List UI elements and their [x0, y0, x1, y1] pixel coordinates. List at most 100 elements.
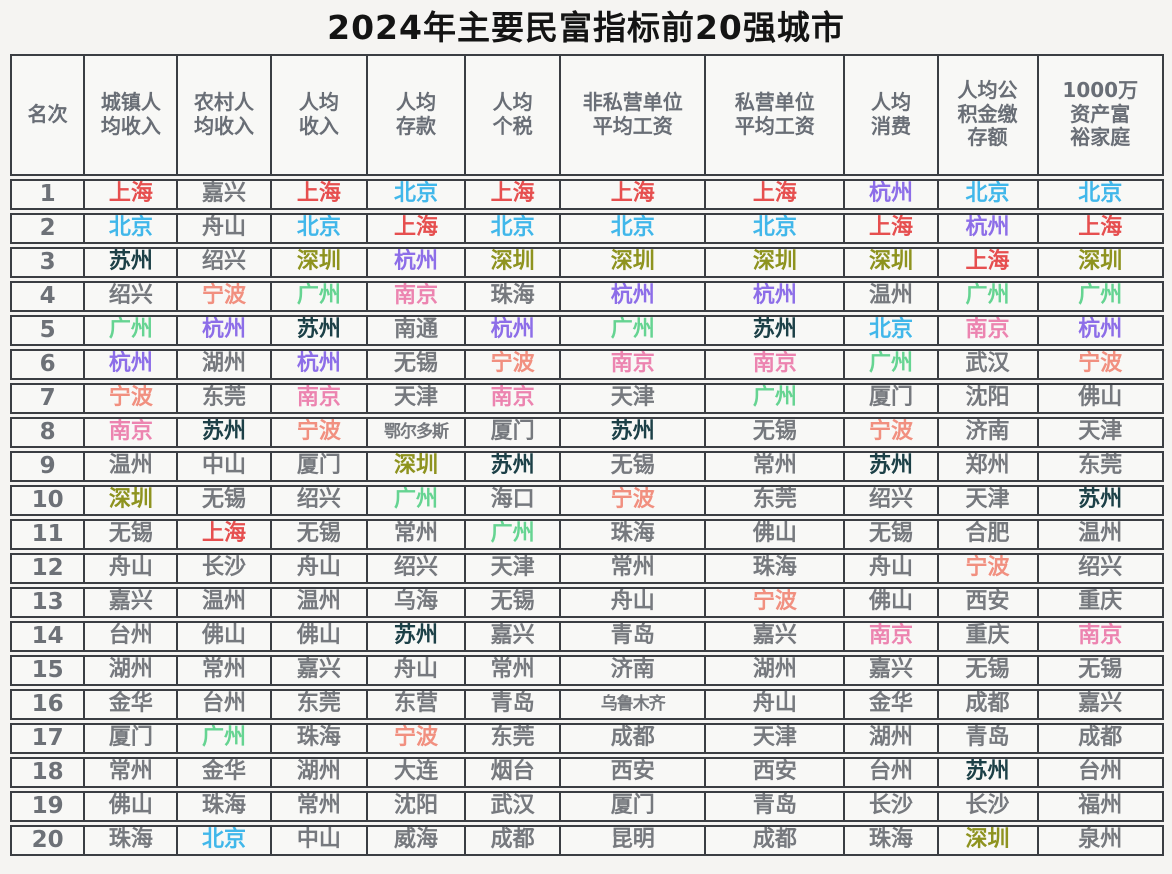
city-cell: 广州 [936, 282, 1037, 310]
city-cell: 上海 [1036, 214, 1162, 242]
city-cell: 温州 [843, 282, 936, 310]
rank-cell: 2 [39, 215, 56, 242]
city-cell: 杭州 [463, 316, 559, 344]
city-cell: 济南 [559, 656, 704, 684]
city-cell: 金华 [83, 690, 176, 718]
city-cell: 无锡 [366, 350, 464, 378]
city-cell: 广州 [843, 350, 936, 378]
city-cell: 天津 [463, 554, 559, 582]
city-cell: 舟山 [843, 554, 936, 582]
city-cell: 上海 [463, 180, 559, 208]
city-cell: 珠海 [704, 554, 843, 582]
city-cell: 广州 [1036, 282, 1162, 310]
city-cell: 湖州 [843, 724, 936, 752]
city-cell: 北京 [843, 316, 936, 344]
city-cell: 苏州 [269, 316, 367, 344]
city-cell: 常州 [83, 758, 176, 786]
city-cell: 上海 [176, 520, 269, 548]
city-cell: 深圳 [559, 248, 704, 276]
table-row: 15 湖州 常州 嘉兴 舟山 常州 济南 湖州 嘉兴 无锡 无锡 [10, 654, 1164, 686]
city-cell: 湖州 [83, 656, 176, 684]
table-row: 12 舟山 长沙 舟山 绍兴 天津 常州 珠海 舟山 宁波 绍兴 [10, 552, 1164, 584]
city-cell: 武汉 [463, 792, 559, 820]
rank-cell: 20 [31, 827, 64, 854]
table-header-row: 名次 城镇人 均收入 农村人 均收入 人均 收入 人均 存款 人均 个税 非私营单位 平均工… [10, 53, 1164, 176]
city-cell: 宁波 [176, 282, 269, 310]
city-cell: 绍兴 [269, 486, 367, 514]
city-cell: 天津 [704, 724, 843, 752]
city-cell: 宁波 [366, 724, 464, 752]
table-row: 14 台州 佛山 佛山 苏州 嘉兴 青岛 嘉兴 南京 重庆 南京 [10, 620, 1164, 652]
city-cell: 东营 [366, 690, 464, 718]
city-cell: 珠海 [559, 520, 704, 548]
column-header: 非私营单位 平均工资 [559, 55, 704, 174]
city-cell: 嘉兴 [463, 622, 559, 650]
city-cell: 佛山 [83, 792, 176, 820]
city-cell: 常州 [176, 656, 269, 684]
city-cell: 无锡 [1036, 656, 1162, 684]
table-row: 4 绍兴 宁波 广州 南京 珠海 杭州 杭州 温州 广州 广州 [10, 280, 1164, 312]
city-cell: 厦门 [269, 452, 367, 480]
city-cell: 西安 [704, 758, 843, 786]
city-cell: 珠海 [269, 724, 367, 752]
city-cell: 无锡 [936, 656, 1037, 684]
city-cell: 南京 [843, 622, 936, 650]
city-cell: 广州 [269, 282, 367, 310]
table-row: 6 杭州 湖州 杭州 无锡 宁波 南京 南京 广州 武汉 宁波 [10, 348, 1164, 380]
city-cell: 昆明 [559, 826, 704, 854]
city-cell: 深圳 [366, 452, 464, 480]
city-cell: 西安 [936, 588, 1037, 616]
table-row: 20 珠海 北京 中山 威海 成都 昆明 成都 珠海 深圳 泉州 [10, 824, 1164, 856]
city-cell: 天津 [936, 486, 1037, 514]
city-cell: 舟山 [366, 656, 464, 684]
city-cell: 天津 [366, 384, 464, 412]
city-cell: 深圳 [843, 248, 936, 276]
column-header: 农村人 均收入 [176, 55, 269, 174]
city-cell: 珠海 [83, 826, 176, 854]
table-row: 18 常州 金华 湖州 大连 烟台 西安 西安 台州 苏州 台州 [10, 756, 1164, 788]
city-cell: 常州 [366, 520, 464, 548]
city-cell: 珠海 [463, 282, 559, 310]
city-cell: 常州 [269, 792, 367, 820]
city-cell: 长沙 [936, 792, 1037, 820]
rank-cell: 11 [31, 521, 64, 548]
rank-cell: 15 [31, 657, 64, 684]
city-cell: 深圳 [83, 486, 176, 514]
city-cell: 嘉兴 [269, 656, 367, 684]
city-cell: 南京 [269, 384, 367, 412]
column-header: 人均 个税 [463, 55, 559, 174]
city-cell: 广州 [704, 384, 843, 412]
city-cell: 杭州 [176, 316, 269, 344]
city-cell: 济南 [936, 418, 1037, 446]
city-cell: 南京 [463, 384, 559, 412]
table-row: 5 广州 杭州 苏州 南通 杭州 广州 苏州 北京 南京 杭州 [10, 314, 1164, 346]
city-cell: 常州 [559, 554, 704, 582]
table-row: 7 宁波 东莞 南京 天津 南京 天津 广州 厦门 沈阳 佛山 [10, 382, 1164, 414]
column-header: 名次 [27, 101, 68, 126]
city-cell: 北京 [1036, 180, 1162, 208]
city-cell: 杭州 [704, 282, 843, 310]
city-cell: 广州 [463, 520, 559, 548]
table-row: 17 厦门 广州 珠海 宁波 东莞 成都 天津 湖州 青岛 成都 [10, 722, 1164, 754]
city-cell: 无锡 [83, 520, 176, 548]
city-cell: 东莞 [176, 384, 269, 412]
rank-cell: 10 [31, 487, 64, 514]
city-cell: 成都 [559, 724, 704, 752]
city-cell: 佛山 [843, 588, 936, 616]
city-cell: 苏州 [1036, 486, 1162, 514]
rankings-table: 名次 城镇人 均收入 农村人 均收入 人均 收入 人均 存款 人均 个税 非私营单位 平均工… [10, 53, 1164, 856]
city-cell: 重庆 [936, 622, 1037, 650]
city-cell: 成都 [1036, 724, 1162, 752]
table-row: 3 苏州 绍兴 深圳 杭州 深圳 深圳 深圳 深圳 上海 深圳 [10, 246, 1164, 278]
city-cell: 珠海 [176, 792, 269, 820]
city-cell: 嘉兴 [1036, 690, 1162, 718]
city-cell: 天津 [1036, 418, 1162, 446]
city-cell: 宁波 [936, 554, 1037, 582]
city-cell: 嘉兴 [843, 656, 936, 684]
page-title: 2024年主要民富指标前20强城市 [327, 8, 845, 47]
city-cell: 舟山 [559, 588, 704, 616]
city-cell: 温州 [1036, 520, 1162, 548]
city-cell: 深圳 [704, 248, 843, 276]
city-cell: 杭州 [843, 180, 936, 208]
city-cell: 厦门 [559, 792, 704, 820]
